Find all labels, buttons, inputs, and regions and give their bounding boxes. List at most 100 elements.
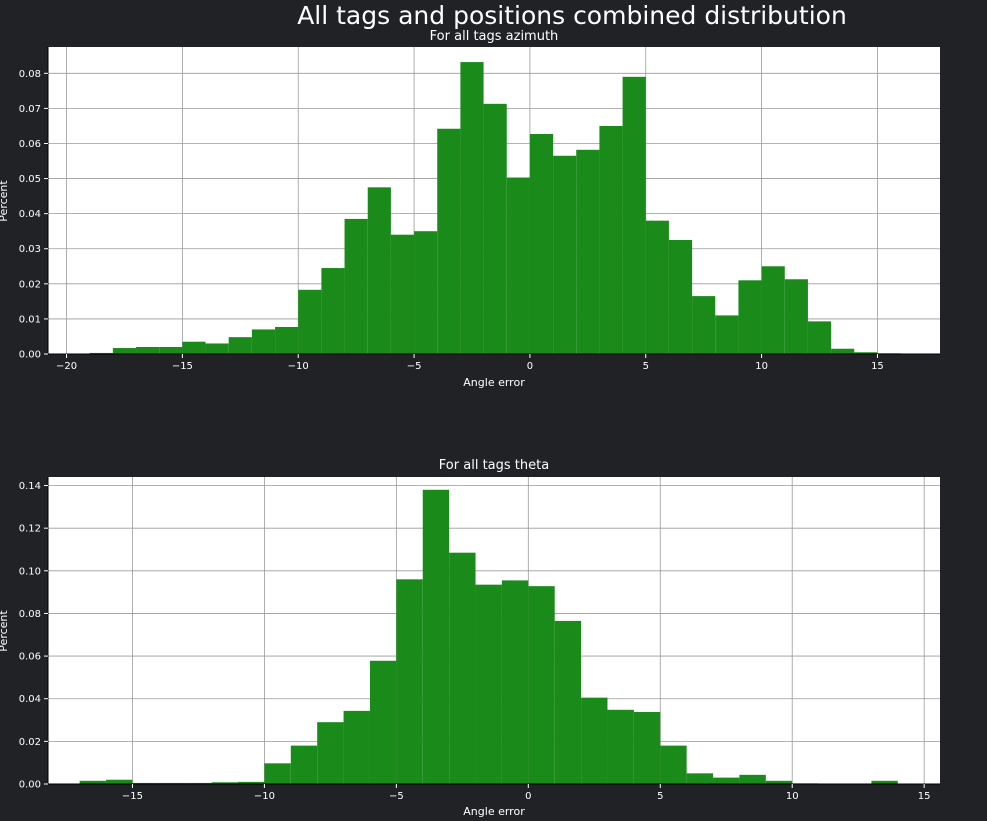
azimuth-bar — [321, 268, 345, 354]
azimuth-bar — [298, 289, 322, 354]
azimuth-y-tick-label: 0.02 — [19, 279, 41, 290]
azimuth-y-tick-label: 0.01 — [19, 314, 41, 325]
azimuth-bar — [136, 346, 160, 354]
theta-bar — [211, 782, 239, 784]
azimuth-bar — [831, 348, 855, 354]
azimuth-bar — [738, 280, 762, 354]
azimuth-bar — [761, 266, 785, 354]
theta-x-tick-label: −10 — [254, 791, 275, 802]
theta-bar — [554, 620, 582, 784]
azimuth-bar — [182, 341, 206, 354]
theta-bar — [581, 697, 608, 784]
theta-bar — [238, 781, 265, 784]
theta-bar — [449, 552, 476, 784]
theta-bar — [132, 782, 159, 784]
theta-y-axis-label: Percent — [0, 610, 10, 652]
azimuth-bar — [228, 337, 252, 354]
theta-y-tick-label: 0.02 — [19, 737, 41, 748]
azimuth-bar — [275, 326, 299, 354]
theta-x-tick-label: 15 — [918, 791, 931, 802]
azimuth-y-tick-label: 0.05 — [19, 174, 41, 185]
azimuth-bar — [89, 352, 113, 354]
theta-bar — [739, 774, 766, 784]
azimuth-bar — [344, 218, 368, 354]
figure-title: All tags and positions combined distribu… — [297, 1, 847, 30]
azimuth-bar — [390, 234, 415, 354]
theta-y-tick-label: 0.00 — [19, 780, 41, 791]
azimuth-y-tick-label: 0.07 — [19, 104, 41, 115]
azimuth-bar — [159, 346, 183, 354]
theta-y-tick-label: 0.14 — [19, 481, 41, 492]
azimuth-bar — [367, 187, 391, 354]
azimuth-bar — [645, 220, 669, 354]
theta-bar — [871, 780, 898, 784]
azimuth-bar — [251, 329, 276, 354]
azimuth-x-tick-label: 15 — [871, 361, 884, 372]
theta-bar — [264, 763, 291, 784]
theta-y-tick-label: 0.12 — [19, 524, 41, 535]
theta-bar — [501, 580, 529, 784]
azimuth-bar — [599, 125, 623, 354]
azimuth-chart-title: For all tags azimuth — [430, 29, 559, 44]
theta-bar — [765, 780, 793, 784]
azimuth-bar — [205, 343, 229, 354]
theta-bar — [106, 779, 133, 784]
theta-chart: For all tags theta Angle error Percent −… — [0, 458, 940, 818]
theta-bar — [343, 710, 370, 784]
azimuth-x-tick-label: −10 — [288, 361, 309, 372]
theta-bar — [185, 782, 212, 784]
theta-chart-title: For all tags theta — [439, 458, 549, 473]
azimuth-bar — [854, 352, 878, 354]
azimuth-x-tick-label: 0 — [527, 361, 533, 372]
theta-x-axis-label: Angle error — [463, 805, 525, 818]
azimuth-bar — [553, 155, 577, 354]
theta-bar — [369, 660, 397, 784]
theta-bar — [528, 586, 555, 784]
theta-x-tick-label: 5 — [657, 791, 663, 802]
theta-bar — [158, 782, 186, 784]
theta-bar — [713, 777, 740, 784]
azimuth-x-axis-label: Angle error — [463, 376, 525, 389]
azimuth-x-tick-label: −15 — [172, 361, 193, 372]
theta-x-tick-label: 0 — [525, 791, 531, 802]
theta-bar — [607, 709, 634, 784]
azimuth-x-tick-label: −20 — [56, 361, 77, 372]
theta-bar — [79, 780, 107, 784]
theta-bar — [686, 773, 714, 784]
azimuth-y-tick-label: 0.06 — [19, 139, 41, 150]
theta-bar — [422, 489, 450, 784]
azimuth-y-axis-label: Percent — [0, 180, 10, 222]
theta-bar — [290, 745, 318, 784]
theta-y-tick-label: 0.06 — [19, 652, 41, 663]
azimuth-y-tick-label: 0.03 — [19, 244, 41, 255]
azimuth-x-tick-label: −5 — [407, 361, 422, 372]
theta-y-tick-label: 0.04 — [19, 694, 41, 705]
azimuth-bar — [483, 103, 507, 354]
azimuth-bar — [460, 62, 484, 355]
theta-y-tick-label: 0.08 — [19, 609, 41, 620]
theta-x-tick-label: 10 — [786, 791, 799, 802]
theta-bar — [660, 745, 687, 784]
azimuth-bar — [692, 296, 716, 354]
azimuth-bar — [784, 279, 808, 354]
theta-bar — [396, 579, 423, 784]
azimuth-bar — [437, 128, 461, 354]
azimuth-bar — [576, 149, 600, 354]
theta-bar — [633, 711, 661, 784]
azimuth-bar — [112, 348, 137, 354]
azimuth-chart: For all tags azimuth Angle error Percent… — [0, 29, 940, 389]
azimuth-y-tick-label: 0.04 — [19, 209, 41, 220]
azimuth-bar — [715, 315, 739, 354]
theta-bar — [317, 722, 344, 784]
azimuth-x-tick-label: 5 — [643, 361, 649, 372]
azimuth-bar — [529, 134, 554, 354]
azimuth-bar — [807, 321, 832, 354]
azimuth-bar — [622, 76, 646, 354]
theta-x-tick-label: −5 — [389, 791, 404, 802]
azimuth-y-tick-label: 0.00 — [19, 350, 41, 361]
azimuth-x-tick-label: 10 — [755, 361, 768, 372]
azimuth-bar — [668, 239, 693, 354]
theta-bar — [475, 584, 502, 784]
azimuth-y-tick-label: 0.08 — [19, 69, 41, 80]
